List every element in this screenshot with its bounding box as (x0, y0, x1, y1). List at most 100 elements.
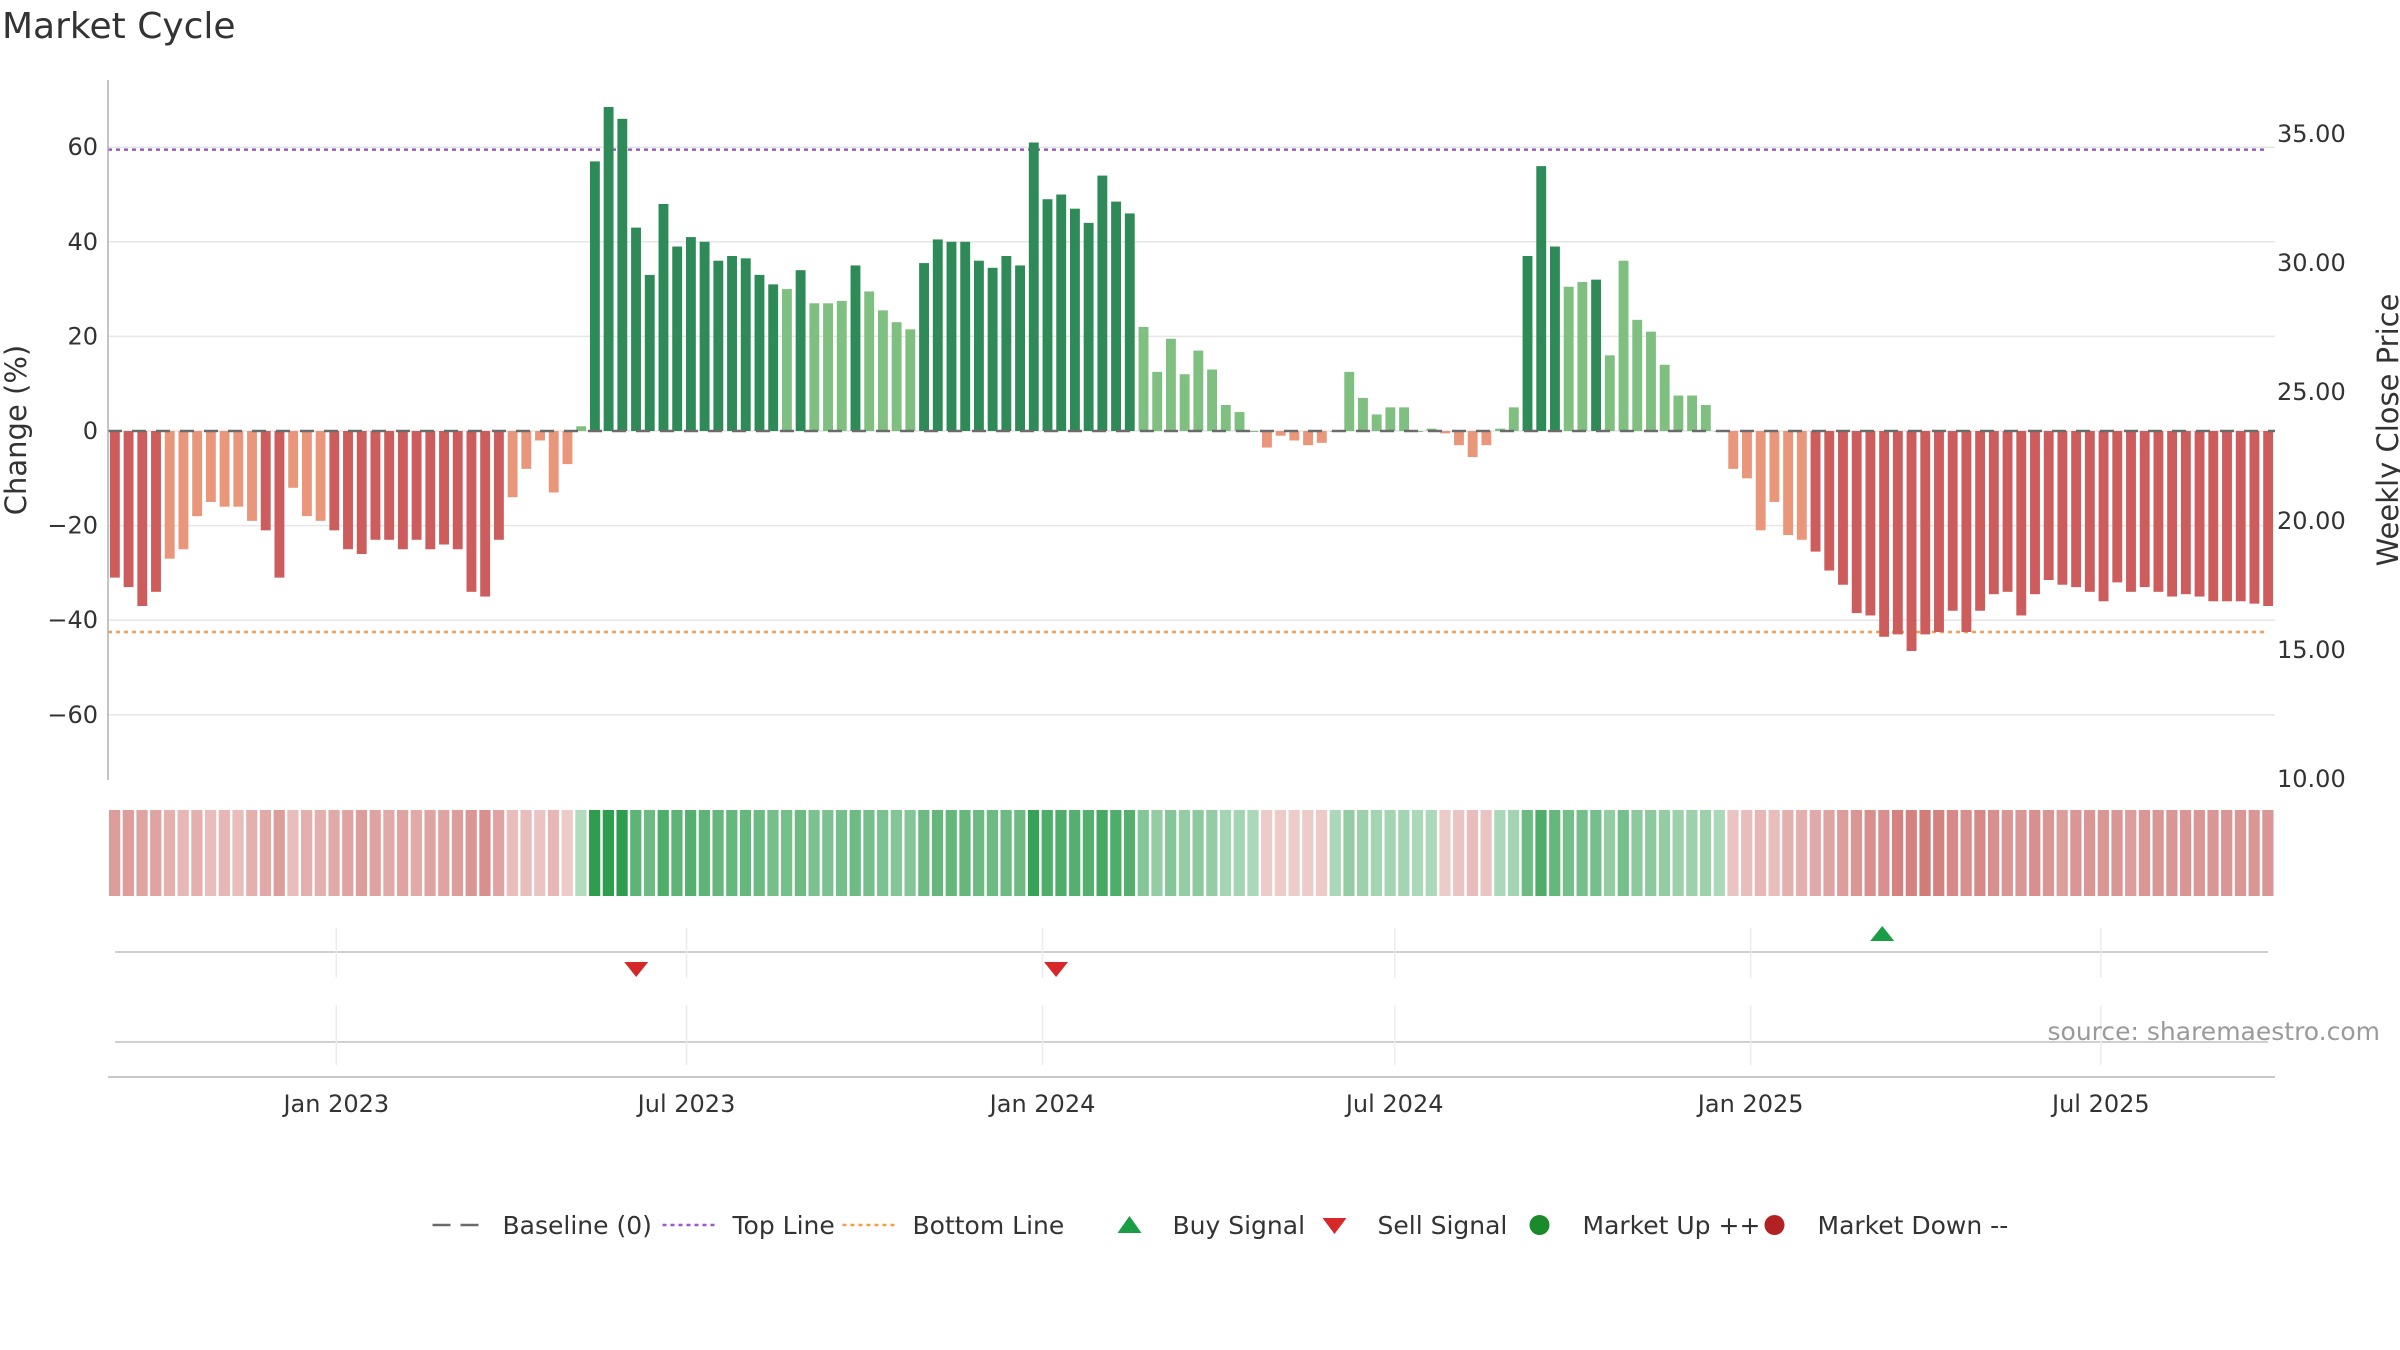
bar (1303, 431, 1314, 446)
bar (1069, 208, 1080, 431)
strip-cell (2015, 810, 2027, 896)
legend-item: Baseline (0) (432, 1211, 652, 1240)
y-tick-label: 0 (83, 417, 98, 445)
strip-cell (589, 810, 601, 896)
bar (877, 310, 888, 431)
bar (109, 431, 120, 578)
bar (1261, 431, 1272, 448)
bar (740, 258, 751, 431)
strip-cell (1549, 810, 1561, 896)
bar (2153, 431, 2164, 592)
x-tick-label: Jan 2025 (1696, 1090, 1804, 1118)
strip-cell (1425, 810, 1437, 896)
bar (617, 118, 628, 431)
strip-cell (1082, 810, 1094, 896)
strip-cell (657, 810, 669, 896)
bar (247, 431, 257, 521)
bar (301, 431, 312, 517)
legend-item: Market Down -- (1764, 1211, 2009, 1240)
y-tick-label: −20 (47, 512, 98, 540)
strip-cell (1466, 810, 1479, 896)
strip-cell (2125, 810, 2137, 896)
bar (1550, 246, 1560, 431)
bar (1275, 431, 1286, 436)
strip-cell (1178, 810, 1190, 896)
strip-cell (1658, 810, 1671, 896)
strip-cell (1206, 810, 1218, 896)
bar (1454, 431, 1464, 446)
bar (1385, 407, 1396, 431)
strip-cell (1329, 810, 1341, 896)
bar (397, 431, 408, 550)
bar (1522, 255, 1533, 431)
bar (1344, 371, 1355, 431)
bar (850, 265, 861, 431)
strip-cell (726, 810, 738, 896)
strip-cell (2221, 810, 2233, 896)
strip-cell (1151, 810, 1163, 896)
bar (1138, 326, 1149, 431)
strip-cell (739, 810, 752, 896)
legend-item: Bottom Line (842, 1211, 1064, 1240)
bar (1111, 201, 1122, 431)
strip-cell (1123, 810, 1136, 896)
strip-cell (150, 810, 162, 896)
strip-cell (438, 810, 450, 896)
strip-cell (383, 810, 395, 896)
strip-cell (1480, 810, 1492, 896)
strip-cell (808, 810, 820, 896)
strip-cell (232, 810, 244, 896)
strip-cell (2179, 810, 2192, 896)
bar (1988, 431, 1999, 595)
bar (1399, 407, 1410, 431)
bar (521, 431, 532, 469)
bar (2235, 431, 2246, 602)
bar (1097, 175, 1108, 431)
strip-cell (451, 810, 464, 896)
strip-cell (355, 810, 368, 896)
bar (343, 431, 353, 550)
bar (864, 291, 875, 431)
strip-cell (1041, 810, 1053, 896)
bar (178, 431, 189, 550)
bar (1083, 222, 1094, 431)
strip-cell (136, 810, 148, 896)
strip-cell (1603, 810, 1616, 896)
legend-swatch-circle (1764, 1215, 1785, 1235)
bar (260, 431, 271, 531)
strip-cell (1261, 810, 1273, 896)
bar (411, 431, 422, 540)
strip-cell (1809, 810, 1821, 896)
bar (987, 267, 998, 431)
bar (329, 431, 340, 531)
strip-cell (849, 810, 861, 896)
bar (2208, 431, 2219, 602)
legend-swatch-triangle-up (1117, 1216, 1142, 1233)
strip-cell (493, 810, 505, 896)
strip-cell (1302, 810, 1314, 896)
bar (1618, 260, 1629, 431)
strip-cell (369, 810, 381, 896)
strip-cell (287, 810, 299, 896)
bar (1673, 395, 1684, 431)
bar (1536, 166, 1547, 431)
strip-cell (671, 810, 683, 896)
legend-label: Market Down -- (1818, 1211, 2009, 1240)
strip-cell (767, 810, 779, 896)
strip-cell (1878, 810, 1890, 896)
strip-cell (2070, 810, 2082, 896)
strip-cell (1096, 810, 1108, 896)
strip-cell (314, 810, 326, 896)
bar (905, 329, 916, 431)
strip-cell (1864, 810, 1876, 896)
bar (2126, 431, 2136, 592)
bar (548, 431, 559, 493)
strip-cell (122, 810, 134, 896)
strip-cell (643, 810, 656, 896)
strip-cell (630, 810, 642, 896)
bar (2098, 431, 2109, 602)
bar (2180, 431, 2191, 595)
bar (1920, 431, 1931, 635)
bar (2263, 431, 2274, 607)
bar (233, 431, 244, 507)
